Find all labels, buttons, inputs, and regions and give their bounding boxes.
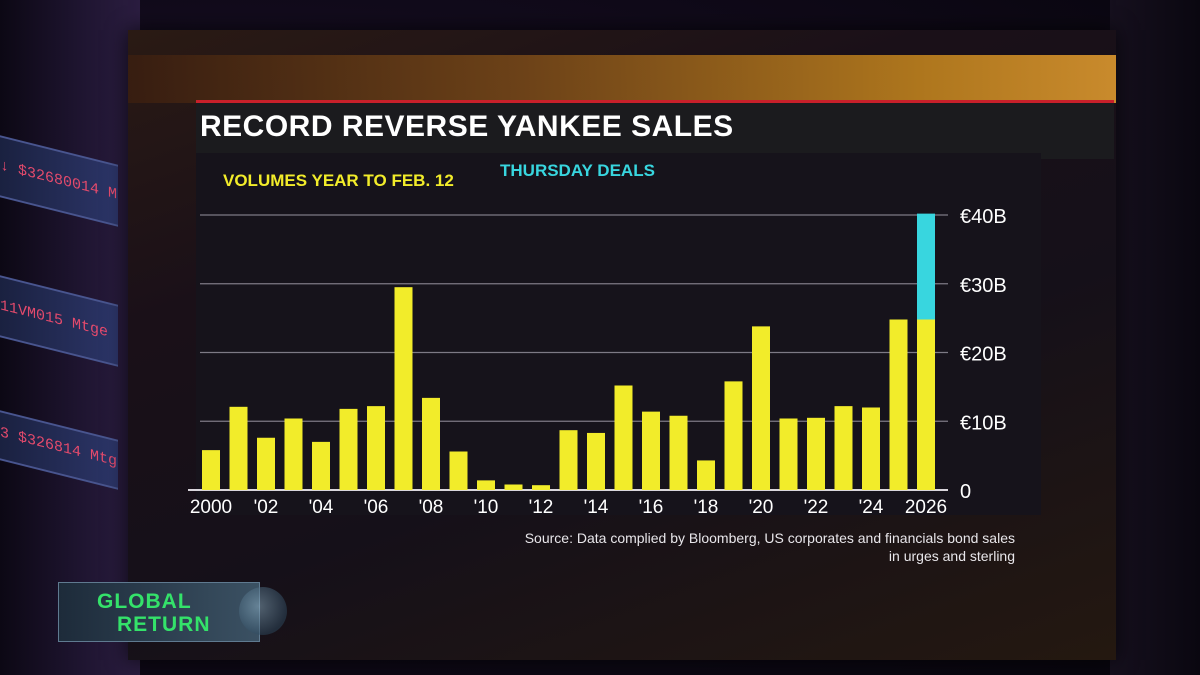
bar-volume-2016 xyxy=(642,411,660,490)
bar-volume-2012 xyxy=(532,485,550,490)
bar-volume-2022 xyxy=(807,417,825,490)
legend-thursday-deals: THURSDAY DEALS xyxy=(500,161,655,180)
studio-background-right xyxy=(1110,0,1200,675)
bar-volume-2001 xyxy=(229,406,248,490)
bar-volume-2023 xyxy=(834,406,853,490)
y-tick-label: €20B xyxy=(960,344,1007,366)
x-tick-label: '06 xyxy=(364,497,389,518)
bar-volume-2024 xyxy=(862,407,880,490)
x-tick-label: '04 xyxy=(309,497,334,518)
chart-title: RECORD REVERSE YANKEE SALES xyxy=(200,110,734,143)
bar-volume-2020 xyxy=(752,326,770,490)
bar-volume-2019 xyxy=(724,381,743,490)
x-tick-label: '16 xyxy=(639,497,664,518)
global-return-logo: GLOBAL RETURN xyxy=(58,582,287,642)
bar-volume-2011 xyxy=(504,484,523,490)
bar-volume-2010 xyxy=(477,480,495,490)
bar-volume-2008 xyxy=(422,397,440,490)
bar-volume-2000 xyxy=(202,450,220,490)
x-tick-label: 2026 xyxy=(905,497,947,518)
y-tick-label: €10B xyxy=(960,412,1007,434)
x-tick-label: '08 xyxy=(419,497,444,518)
bar-volume-2002 xyxy=(257,437,275,490)
bar-volume-2007 xyxy=(394,287,413,490)
x-tick-label: '22 xyxy=(804,497,829,518)
bar-volume-2003 xyxy=(284,418,303,490)
bar-volume-2013 xyxy=(559,430,578,490)
bar-volume-2015 xyxy=(614,385,633,490)
x-tick-label: 2000 xyxy=(190,497,232,518)
source-note: Source: Data complied by Bloomberg, US c… xyxy=(524,530,1015,564)
y-tick-label: 0 xyxy=(960,481,971,503)
bar-volume-2018 xyxy=(697,460,715,490)
bar-volume-2014 xyxy=(587,432,605,490)
x-tick-label: '20 xyxy=(749,497,774,518)
bar-volume-2025 xyxy=(889,319,908,490)
y-tick-label: €40B xyxy=(960,206,1007,228)
logo-line-2: RETURN xyxy=(117,613,211,636)
x-tick-label: '18 xyxy=(694,497,719,518)
bar-volume-2006 xyxy=(367,406,385,490)
bar-volume-2017 xyxy=(669,415,688,490)
title-band xyxy=(196,100,1114,159)
amber-light-strip xyxy=(128,55,1116,103)
bar-thursday-deals-2026 xyxy=(917,213,935,320)
bar-volume-2026 xyxy=(917,319,935,490)
y-tick-label: €30B xyxy=(960,275,1007,297)
x-tick-label: '02 xyxy=(254,497,279,518)
bar-volume-2021 xyxy=(779,418,798,490)
x-tick-label: '10 xyxy=(474,497,499,518)
globe-icon xyxy=(239,587,287,635)
bar-volume-2004 xyxy=(312,441,330,490)
bar-volume-2009 xyxy=(449,451,468,490)
legend-volumes: VOLUMES YEAR TO FEB. 12 xyxy=(223,171,454,190)
x-tick-label: '24 xyxy=(859,497,884,518)
bar-volume-2005 xyxy=(339,408,358,490)
x-tick-label: '14 xyxy=(584,497,609,518)
studio-background-left: ↓ $32680014 Mtge 11VM015 Mtge 3 $326814 … xyxy=(0,0,140,675)
x-tick-label: '12 xyxy=(529,497,554,518)
logo-line-1: GLOBAL xyxy=(97,590,192,613)
